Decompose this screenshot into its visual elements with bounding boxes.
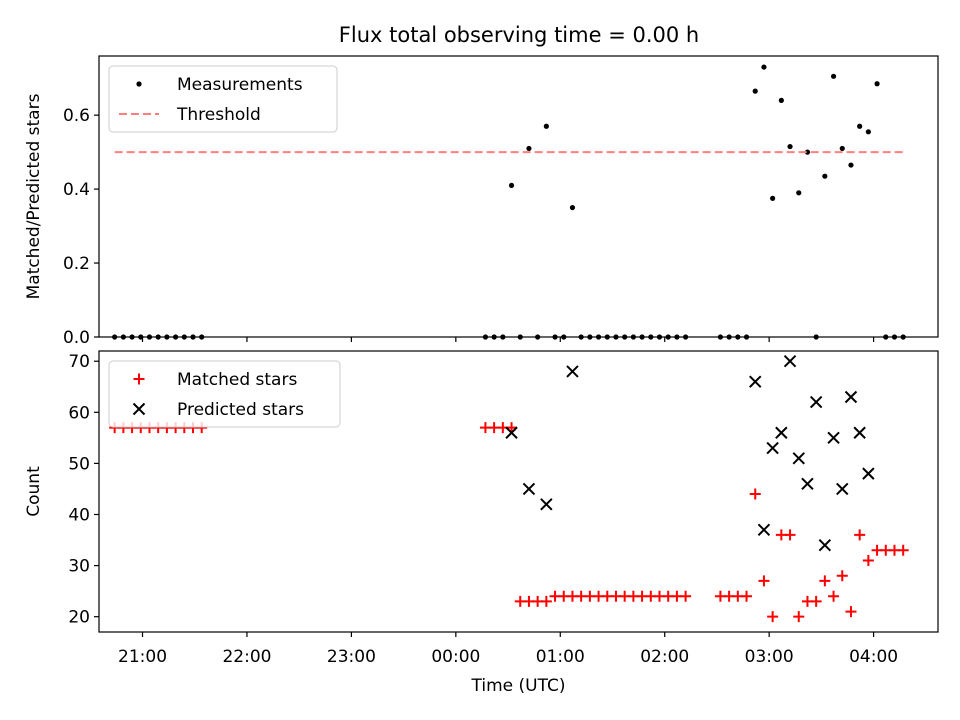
y-tick-label: 70 — [68, 352, 90, 372]
matched-star-marker — [810, 595, 822, 607]
y-tick-label: 0.6 — [63, 106, 90, 126]
predicted-star-marker — [862, 467, 875, 480]
chart-panel-2: 21:00 22:00 23:00 00:00 01:00 02:00 03:00 04:00… — [24, 350, 939, 696]
predicted-star-marker — [766, 441, 779, 455]
predicted-star-marker — [853, 426, 866, 439]
measurement-point — [822, 173, 828, 179]
x-tick-label: 02:00 — [640, 647, 689, 667]
matched-star-marker — [828, 590, 840, 602]
y-tick-label: 50 — [68, 454, 90, 474]
y-tick-label: 0.2 — [63, 254, 90, 274]
legend: Measurements Threshold — [108, 65, 338, 133]
y-tick-label: 40 — [68, 505, 90, 525]
matched-star-marker — [845, 606, 857, 618]
predicted-star-marker — [827, 431, 840, 445]
chart-panel-1: 0.0 0.2 0.4 0.6 Matched/Predicted stars Measu… — [24, 55, 939, 348]
matched-star-marker — [540, 595, 552, 607]
measurement-point — [830, 73, 837, 79]
legend-label: Predicted stars — [177, 400, 304, 420]
predicted-star-marker — [566, 365, 579, 378]
x-tick-label: 21:00 — [118, 647, 167, 667]
legend-predicted-swatch — [132, 402, 146, 416]
y-tick-label: 0.0 — [63, 328, 90, 348]
measurement-point — [543, 123, 549, 129]
measurement-point — [874, 81, 880, 87]
predicted-star-marker — [749, 375, 762, 388]
matched-star-marker — [784, 529, 796, 541]
legend-label: Matched stars — [177, 370, 297, 390]
legend-matched-swatch — [133, 373, 145, 385]
measurement-point — [787, 143, 793, 150]
predicted-star-marker — [792, 452, 805, 465]
legend-box — [108, 360, 341, 428]
y-axis-label: Matched/Predicted stars — [24, 93, 44, 299]
matched-star-marker — [836, 570, 848, 582]
measurement-point — [752, 88, 758, 94]
matched-star-marker — [506, 422, 518, 434]
figure-title: Flux total observing time = 0.00 h — [339, 23, 699, 47]
x-axis-label: Time (UTC) — [471, 676, 566, 696]
matched-star-marker — [897, 544, 909, 556]
predicted-star-marker — [522, 482, 536, 496]
measurement-point — [778, 97, 784, 103]
measurement-point — [848, 162, 854, 168]
measurement-point — [796, 190, 802, 196]
matched-star-marker — [862, 554, 874, 566]
legend: Matched stars Predicted stars — [108, 360, 341, 428]
predicted-star-marker — [844, 390, 858, 404]
measurement-point — [857, 123, 863, 129]
legend-box — [108, 65, 338, 133]
measurement-point — [508, 182, 515, 189]
y-tick-label: 30 — [68, 557, 90, 577]
measurement-point — [804, 149, 811, 155]
measurement-point — [569, 204, 576, 211]
measurement-point — [839, 145, 845, 152]
measurement-point — [865, 129, 871, 135]
matched-star-marker — [741, 590, 753, 602]
predicted-star-marker — [505, 426, 518, 439]
predicted-star-marker — [809, 395, 823, 409]
y-tick-label: 60 — [68, 403, 90, 423]
measurement-point — [770, 195, 776, 201]
legend-measurement-swatch — [136, 81, 142, 87]
matched-star-marker — [758, 575, 770, 587]
predicted-star-marker — [801, 477, 814, 491]
y-axis-label: Count — [24, 466, 44, 517]
legend-label: Measurements — [177, 75, 303, 95]
matched-star-marker — [680, 590, 692, 602]
predicted-star-marker — [818, 538, 832, 552]
y-tick-label: 0.4 — [63, 180, 90, 200]
matched-star-marker — [819, 575, 831, 587]
x-tick-label: 04:00 — [849, 647, 898, 667]
predicted-star-marker — [757, 523, 771, 537]
plot-frame — [98, 55, 939, 338]
measurement-point — [526, 145, 532, 152]
y-tick-label: 20 — [68, 608, 90, 628]
predicted-star-marker — [783, 355, 797, 368]
predicted-star-marker — [836, 482, 849, 496]
predicted-star-marker — [540, 498, 553, 511]
matched-star-marker — [793, 611, 805, 623]
x-tick-label: 22:00 — [222, 647, 271, 667]
matched-star-marker — [854, 529, 866, 541]
plot-frame — [98, 350, 939, 633]
x-tick-label: 03:00 — [745, 647, 794, 667]
predicted-star-marker — [775, 426, 788, 439]
x-tick-label: 23:00 — [327, 647, 376, 667]
legend-label: Threshold — [176, 105, 261, 125]
measurement-point — [761, 64, 767, 70]
x-tick-label: 00:00 — [431, 647, 480, 667]
matched-star-marker — [767, 611, 779, 623]
matched-star-marker — [749, 488, 761, 500]
x-tick-label: 01:00 — [536, 647, 585, 667]
